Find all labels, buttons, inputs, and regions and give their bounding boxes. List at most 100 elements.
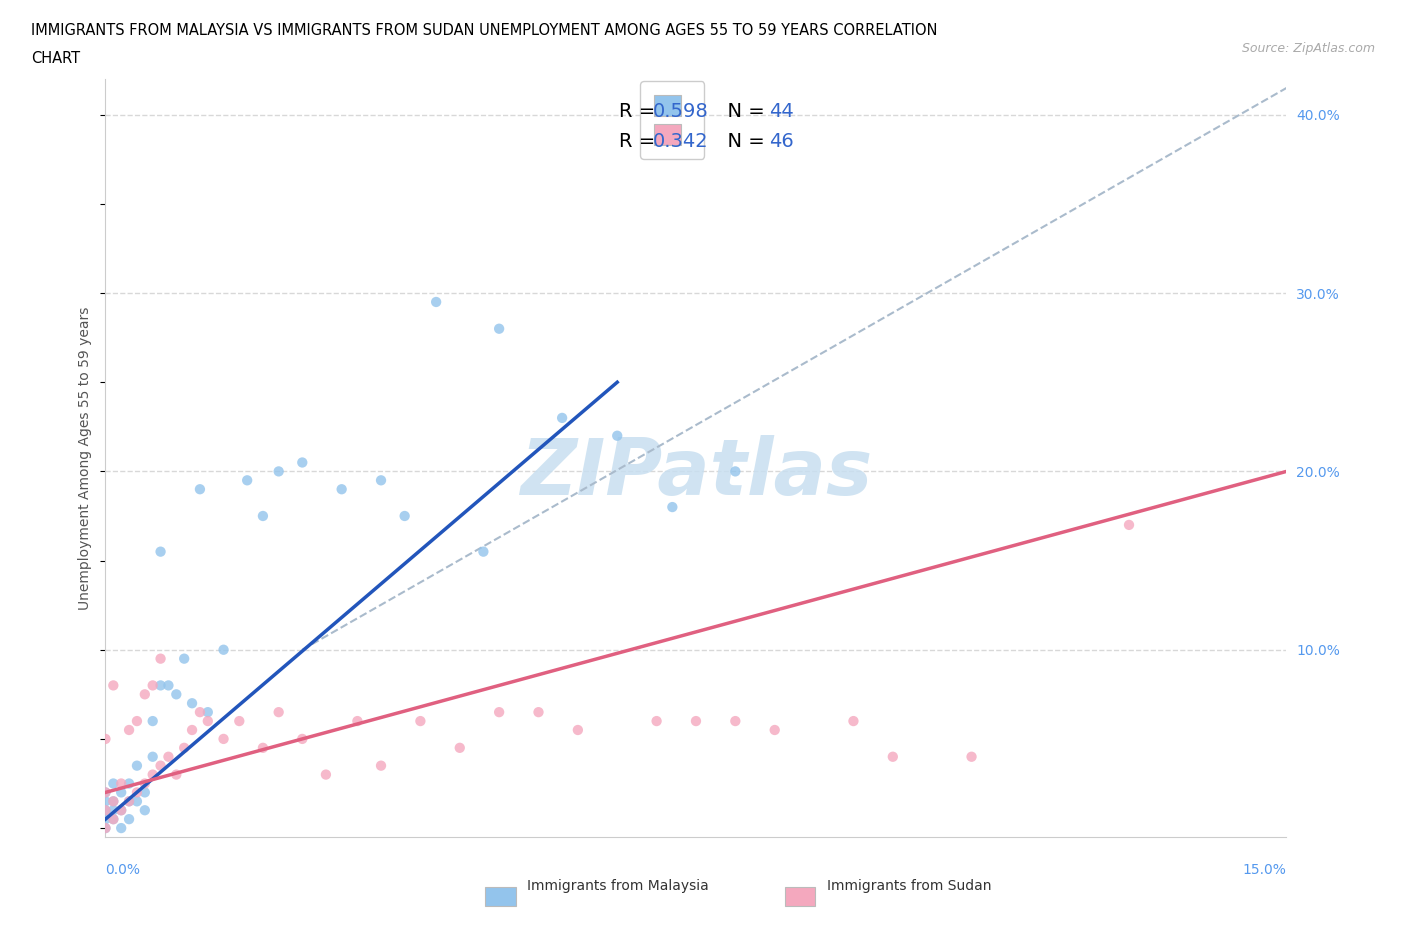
Point [724, 464, 747, 479]
Point [94, 820, 117, 835]
Point [110, 785, 132, 800]
Point [134, 785, 156, 800]
Point [125, 713, 148, 728]
FancyBboxPatch shape [485, 887, 516, 906]
Point [173, 651, 195, 666]
Point [291, 455, 314, 470]
Point [472, 544, 495, 559]
Point [409, 713, 432, 728]
Point [181, 723, 204, 737]
Point [142, 713, 165, 728]
Point [125, 758, 148, 773]
Point [103, 812, 125, 827]
Point [110, 776, 132, 790]
Point [142, 678, 165, 693]
Point [425, 295, 447, 310]
Point [94, 803, 117, 817]
Point [228, 713, 250, 728]
Point [94, 732, 117, 747]
Point [94, 820, 117, 835]
Point [197, 713, 219, 728]
Point [118, 723, 141, 737]
Point [103, 812, 125, 827]
Text: Immigrants from Sudan: Immigrants from Sudan [827, 879, 991, 893]
Point [567, 723, 589, 737]
Point [118, 794, 141, 809]
Point [149, 758, 172, 773]
Point [149, 678, 172, 693]
Point [94, 812, 117, 827]
Point [103, 776, 125, 790]
Point [370, 758, 392, 773]
Text: 46: 46 [769, 132, 794, 151]
Point [134, 803, 156, 817]
Point [110, 803, 132, 817]
Point [103, 678, 125, 693]
Point [960, 750, 983, 764]
FancyBboxPatch shape [785, 887, 815, 906]
Y-axis label: Unemployment Among Ages 55 to 59 years: Unemployment Among Ages 55 to 59 years [79, 306, 93, 610]
Point [125, 794, 148, 809]
Point [165, 687, 187, 702]
Text: 15.0%: 15.0% [1243, 863, 1286, 877]
Point [661, 499, 683, 514]
Point [118, 812, 141, 827]
Point [188, 482, 211, 497]
Point [125, 785, 148, 800]
Text: 0.342: 0.342 [652, 132, 707, 151]
Point [94, 794, 117, 809]
Point [527, 705, 550, 720]
Text: Immigrants from Malaysia: Immigrants from Malaysia [527, 879, 709, 893]
Point [188, 705, 211, 720]
Point [315, 767, 337, 782]
Point [370, 472, 392, 487]
Point [882, 750, 904, 764]
Point [449, 740, 471, 755]
Legend: , : , [640, 81, 704, 159]
Text: CHART: CHART [31, 51, 80, 66]
Text: N =: N = [714, 132, 770, 151]
Point [394, 509, 416, 524]
Point [134, 776, 156, 790]
Point [149, 651, 172, 666]
Point [157, 678, 180, 693]
Point [110, 820, 132, 835]
Point [724, 713, 747, 728]
Point [252, 509, 274, 524]
Point [142, 750, 165, 764]
Text: 0.598: 0.598 [652, 101, 709, 121]
Point [488, 705, 510, 720]
Text: R =: R = [619, 101, 662, 121]
Text: N =: N = [714, 101, 770, 121]
Point [94, 785, 117, 800]
Point [181, 696, 204, 711]
Text: R =: R = [619, 132, 662, 151]
Point [346, 713, 368, 728]
Point [685, 713, 707, 728]
Point [134, 687, 156, 702]
Point [118, 794, 141, 809]
Point [267, 705, 290, 720]
Point [1118, 517, 1140, 532]
Point [763, 723, 786, 737]
Point [103, 794, 125, 809]
Text: ZIPatlas: ZIPatlas [520, 435, 872, 512]
Point [118, 776, 141, 790]
Text: Source: ZipAtlas.com: Source: ZipAtlas.com [1241, 42, 1375, 55]
Point [606, 429, 628, 444]
Point [212, 643, 235, 658]
Text: IMMIGRANTS FROM MALAYSIA VS IMMIGRANTS FROM SUDAN UNEMPLOYMENT AMONG AGES 55 TO : IMMIGRANTS FROM MALAYSIA VS IMMIGRANTS F… [31, 23, 938, 38]
Point [173, 740, 195, 755]
Point [645, 713, 668, 728]
Point [236, 472, 259, 487]
Point [165, 767, 187, 782]
Point [94, 803, 117, 817]
Point [197, 705, 219, 720]
Point [103, 794, 125, 809]
Point [110, 803, 132, 817]
Point [212, 732, 235, 747]
Point [142, 767, 165, 782]
Point [149, 544, 172, 559]
Text: 44: 44 [769, 101, 794, 121]
Point [330, 482, 353, 497]
